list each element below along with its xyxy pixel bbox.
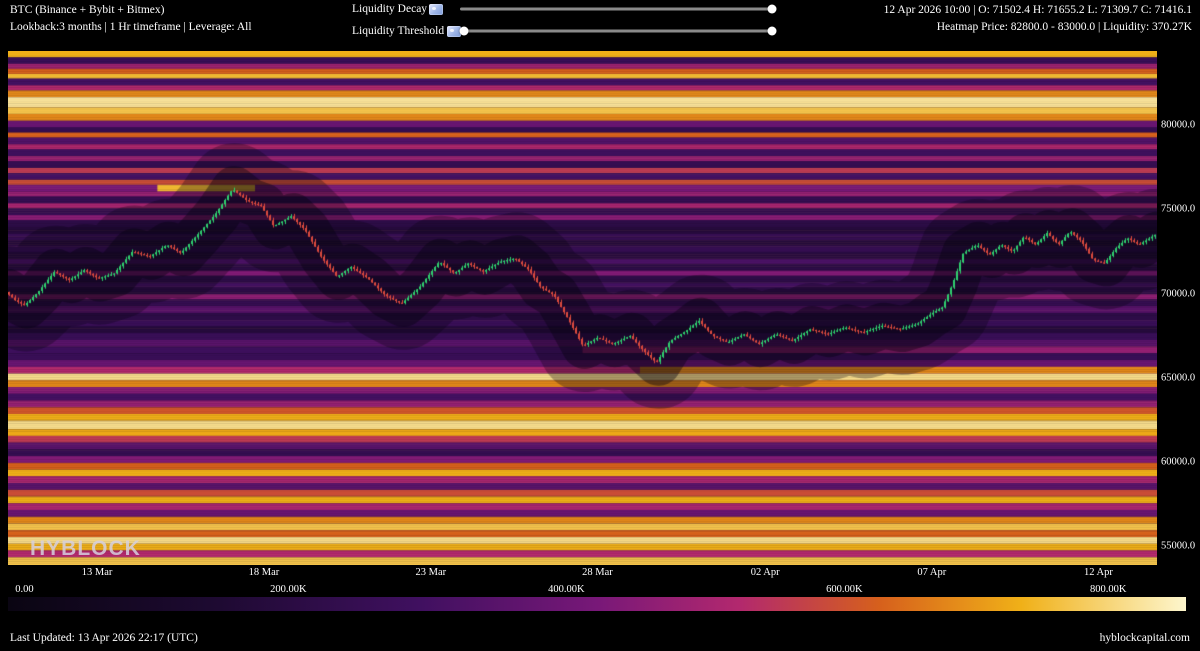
lookback-info: Lookback:3 months | 1 Hr timeframe | Lev… xyxy=(10,21,252,33)
date-tick: 28 Mar xyxy=(582,567,613,578)
date-tick: 02 Apr xyxy=(750,567,780,578)
ohlc-info: 12 Apr 2026 10:00 | O: 71502.4 H: 71655.… xyxy=(884,2,1192,36)
colorbar-tick: 600.00K xyxy=(826,584,863,595)
liquidity-threshold-low-handle[interactable] xyxy=(459,26,469,36)
liquidity-threshold-label: Liquidity Threshold xyxy=(352,25,445,37)
colorbar-tick: 0.00 xyxy=(15,584,34,595)
liquidity-decay-handle[interactable] xyxy=(767,4,777,14)
date-tick: 18 Mar xyxy=(248,567,280,578)
liquidity-threshold-slider[interactable] xyxy=(459,23,777,39)
price-tick: 70000.0 xyxy=(1161,288,1196,300)
colorbar-gradient xyxy=(8,597,1186,611)
date-axis: 13 Mar 18 Mar 23 Mar 28 Mar 02 Apr 07 Apr 12 A… xyxy=(8,567,1157,582)
price-axis: 80000.0 75000.0 70000.0 65000.0 60000.0 55000… xyxy=(1161,51,1200,565)
price-tick: 80000.0 xyxy=(1161,119,1196,131)
heatmap-price-line: Heatmap Price: 82800.0 - 83000.0 | Liqui… xyxy=(936,21,1192,33)
colorbar-labels: 0.00 200.00K 400.00K 600.00K 800.00K xyxy=(8,584,1186,596)
date-tick: 07 Apr xyxy=(917,567,947,578)
colorbar-tick: 800.00K xyxy=(1090,584,1127,595)
hyblock-watermark: HYBLOCK xyxy=(30,537,141,560)
footer-bar: Last Updated: 13 Apr 2026 22:17 (UTC) hy… xyxy=(0,629,1200,651)
slider-track[interactable] xyxy=(460,7,772,11)
liquidity-decay-icon[interactable] xyxy=(429,4,443,15)
liquidity-decay-label: Liquidity Decay xyxy=(352,3,428,15)
liquidity-threshold-icon[interactable] xyxy=(447,26,461,37)
price-tick: 75000.0 xyxy=(1161,203,1196,215)
symbol-info: BTC (Binance + Bybit + Bitmex) Lookback:… xyxy=(10,2,252,36)
date-tick: 12 Apr xyxy=(1083,567,1113,578)
last-updated: Last Updated: 13 Apr 2026 22:17 (UTC) xyxy=(10,632,198,644)
heatmap-canvas[interactable] xyxy=(8,51,1157,565)
liquidity-decay-slider[interactable] xyxy=(460,1,777,17)
date-tick: 23 Mar xyxy=(415,567,447,578)
colorbar-tick: 400.00K xyxy=(548,584,585,595)
price-tick: 60000.0 xyxy=(1161,456,1196,468)
top-bar: BTC (Binance + Bybit + Bitmex) Lookback:… xyxy=(0,0,1200,51)
site-link[interactable]: hyblockcapital.com xyxy=(1099,632,1190,644)
slider-track[interactable] xyxy=(464,29,772,33)
price-tick: 55000.0 xyxy=(1161,540,1196,552)
colorbar-tick: 200.00K xyxy=(270,584,307,595)
symbol-title: BTC (Binance + Bybit + Bitmex) xyxy=(10,4,165,16)
liquidity-threshold-high-handle[interactable] xyxy=(767,26,777,36)
date-tick: 13 Mar xyxy=(81,567,113,578)
price-tick: 65000.0 xyxy=(1161,372,1196,384)
ohlc-line: 12 Apr 2026 10:00 | O: 71502.4 H: 71655.… xyxy=(883,4,1192,16)
